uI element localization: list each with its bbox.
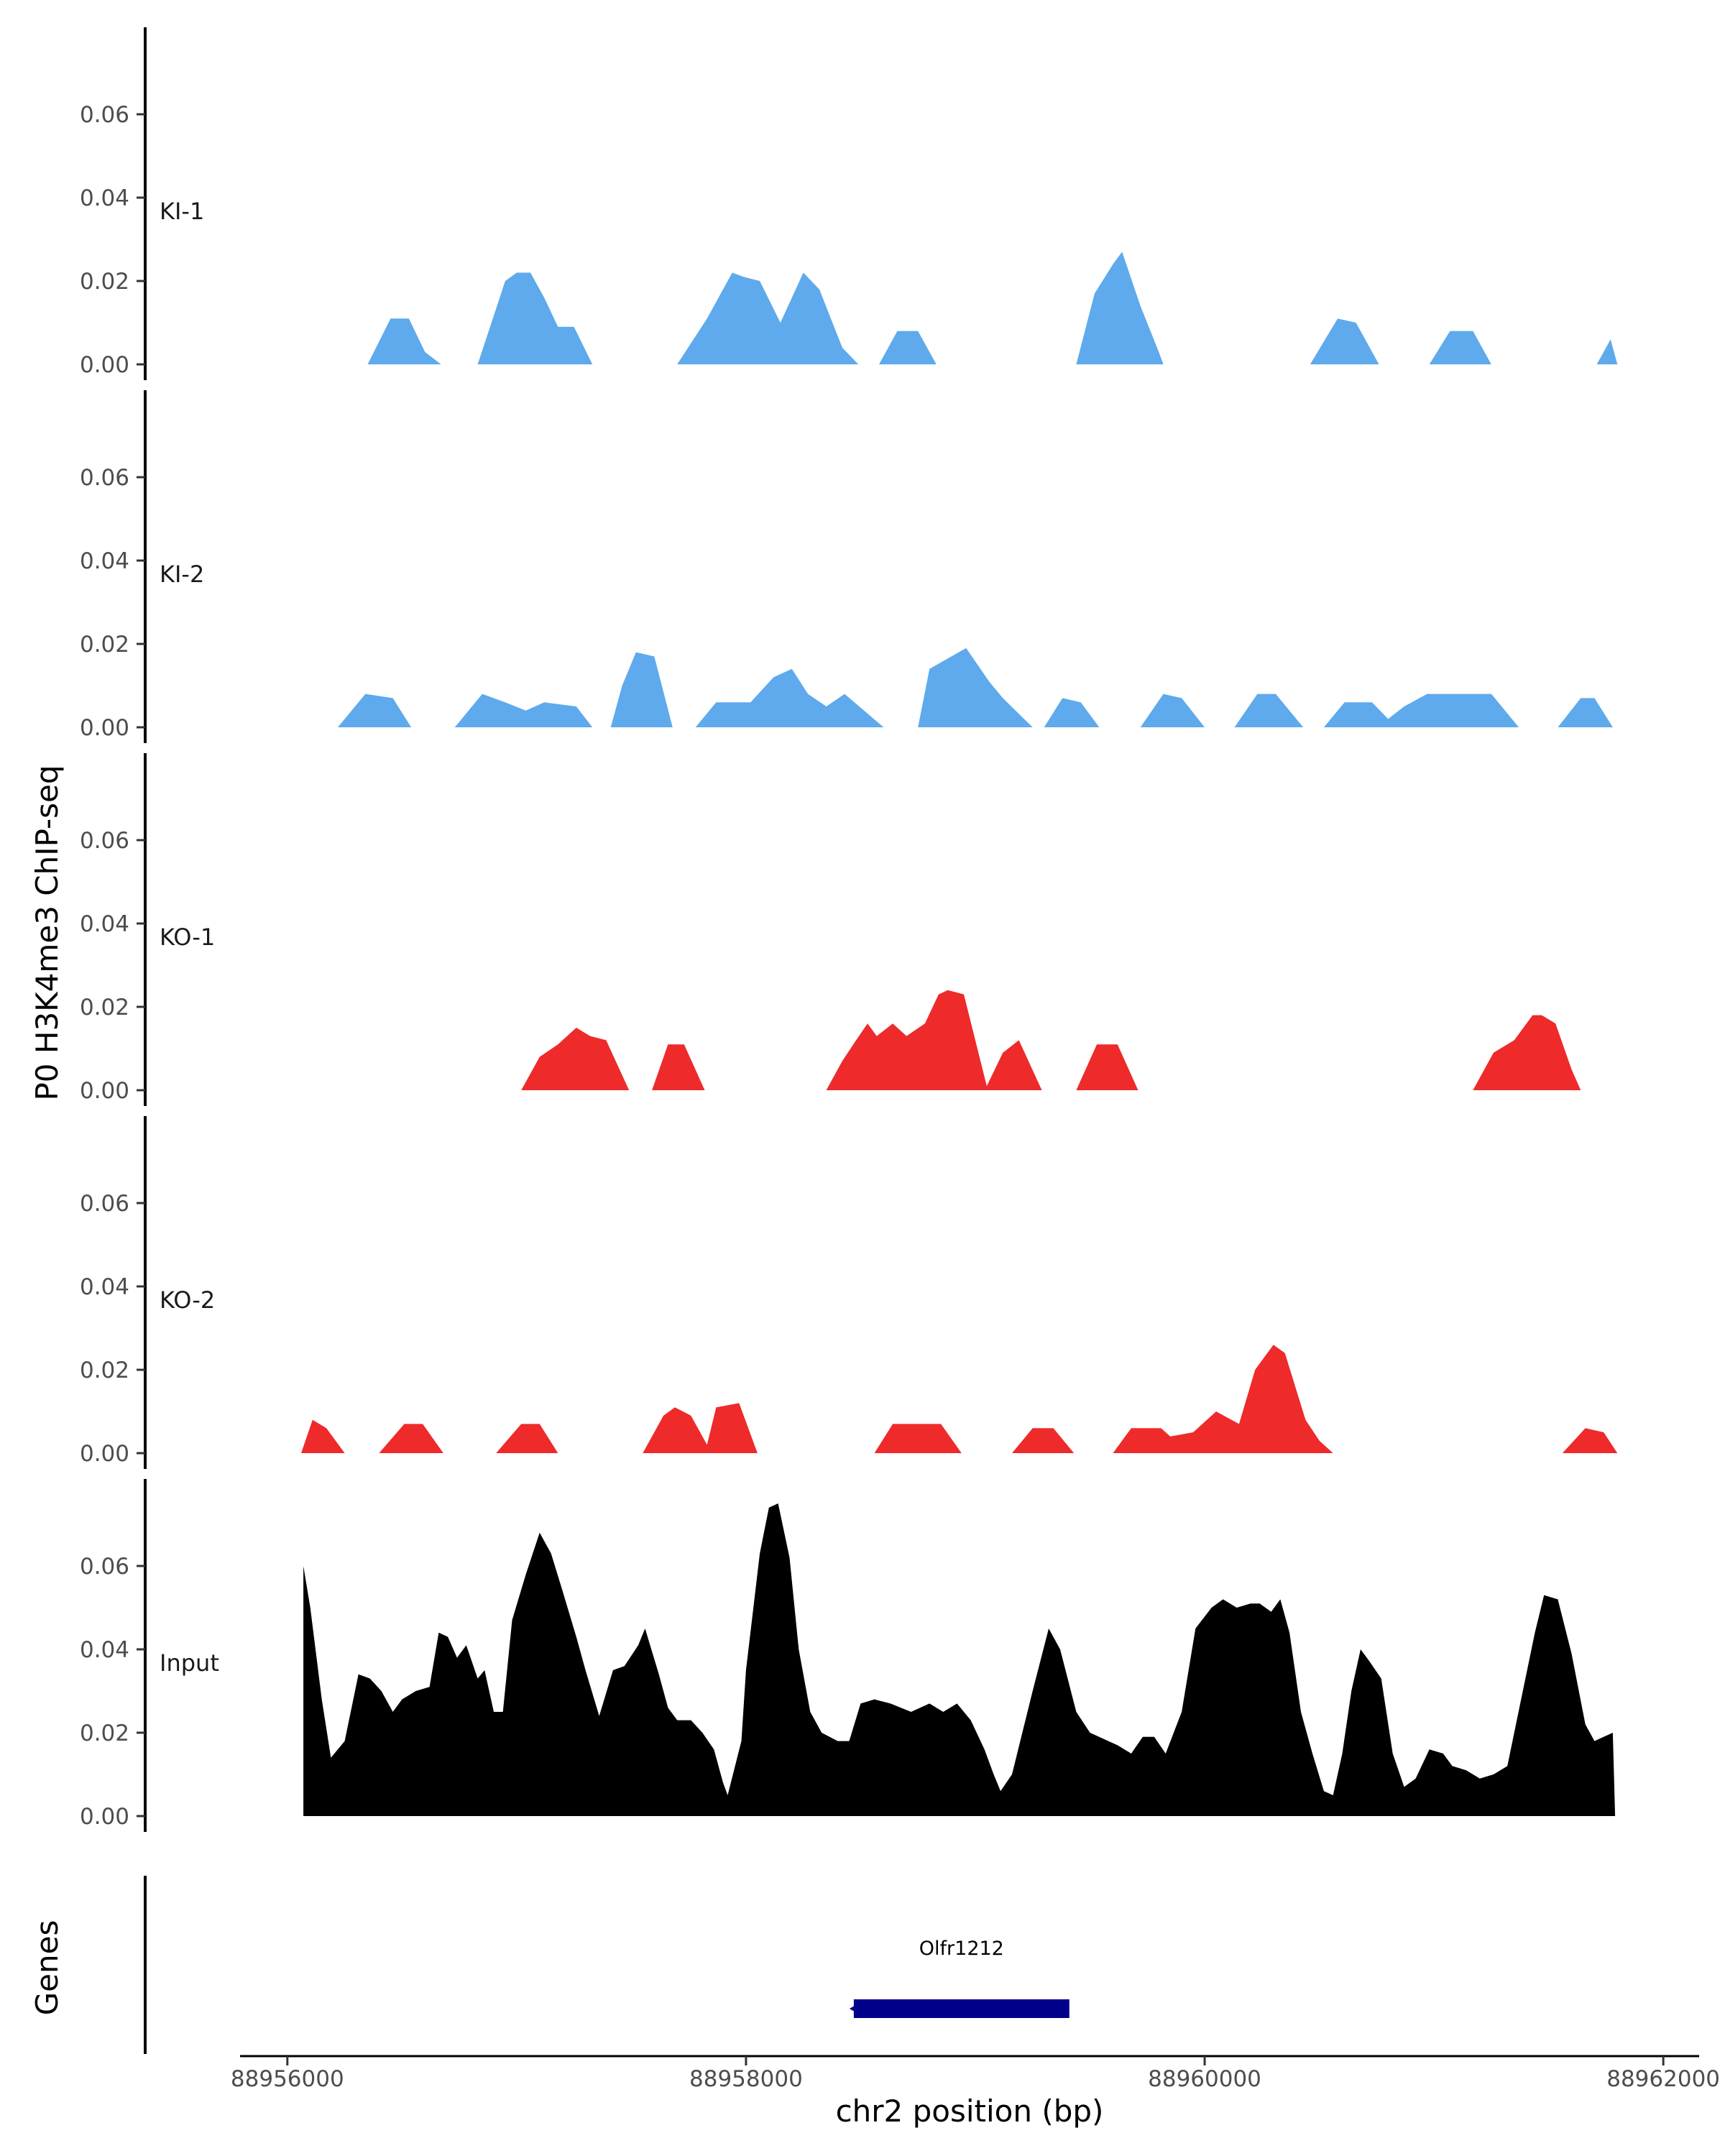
x-tick-label: 88960000 (1148, 2066, 1261, 2092)
track-ki-2: 0.00 0.02 0.04 0.06 KI-2 (80, 390, 1613, 743)
tracks-group: 0.00 0.02 0.04 0.06 KI-1 0.00 0.02 0.04 0.06 KI-2… (80, 27, 1618, 1832)
gene-track: Genes Olfr1212 (29, 1876, 1070, 2054)
y-tick-label: 0.02 (80, 632, 129, 658)
signal-area-ko-1 (521, 990, 1581, 1090)
signal-area-ki-2 (338, 648, 1613, 727)
gene-strand-arrow (849, 2001, 863, 2016)
track-ko-2: 0.00 0.02 0.04 0.06 KO-2 (80, 1116, 1618, 1469)
y-tick-label: 0.00 (80, 1804, 129, 1830)
y-tick-label: 0.06 (80, 102, 129, 128)
y-tick-label: 0.06 (80, 828, 129, 854)
signal-area-ki-1 (367, 252, 1618, 364)
y-tick-label: 0.06 (80, 465, 129, 491)
track-label: KI-2 (160, 561, 204, 588)
gene-features: Olfr1212 (849, 1938, 1070, 2018)
track-ki-1: 0.00 0.02 0.04 0.06 KI-1 (80, 27, 1618, 380)
track-label: KO-1 (160, 923, 215, 951)
x-tick-label: 88956000 (231, 2066, 344, 2092)
x-axis-title: chr2 position (bp) (836, 2093, 1104, 2129)
track-ko-1: 0.00 0.02 0.04 0.06 KO-1 (80, 753, 1581, 1106)
y-tick-label: 0.02 (80, 1358, 129, 1383)
signal-area-input (303, 1503, 1616, 1816)
x-tick-label: 88962000 (1606, 2066, 1720, 2092)
y-tick-label: 0.04 (80, 1637, 129, 1663)
y-tick-label: 0.04 (80, 1274, 129, 1300)
y-tick-label: 0.04 (80, 548, 129, 574)
y-tick-label: 0.00 (80, 1441, 129, 1467)
y-tick-label: 0.06 (80, 1191, 129, 1217)
track-label: KI-1 (160, 198, 204, 225)
genes-track-title: Genes (29, 1920, 65, 2016)
track-input: 0.00 0.02 0.04 0.06 Input (80, 1479, 1616, 1832)
track-label: KO-2 (160, 1286, 215, 1314)
y-axis-title: P0 H3K4me3 ChIP-seq (29, 765, 65, 1100)
y-tick-label: 0.00 (80, 352, 129, 378)
gene-label: Olfr1212 (919, 1938, 1004, 1960)
y-tick-label: 0.04 (80, 911, 129, 937)
y-tick-label: 0.06 (80, 1554, 129, 1580)
y-tick-label: 0.00 (80, 715, 129, 741)
y-tick-label: 0.04 (80, 185, 129, 211)
track-label: Input (160, 1649, 219, 1677)
signal-area-ko-2 (301, 1345, 1618, 1453)
x-axis: 88956000 88958000 88960000 88962000 (231, 2055, 1720, 2092)
y-tick-label: 0.02 (80, 1720, 129, 1746)
y-tick-label: 0.02 (80, 995, 129, 1021)
x-tick-label: 88958000 (689, 2066, 803, 2092)
y-tick-label: 0.00 (80, 1078, 129, 1104)
y-tick-label: 0.02 (80, 269, 129, 295)
gene-body (853, 1999, 1070, 2018)
